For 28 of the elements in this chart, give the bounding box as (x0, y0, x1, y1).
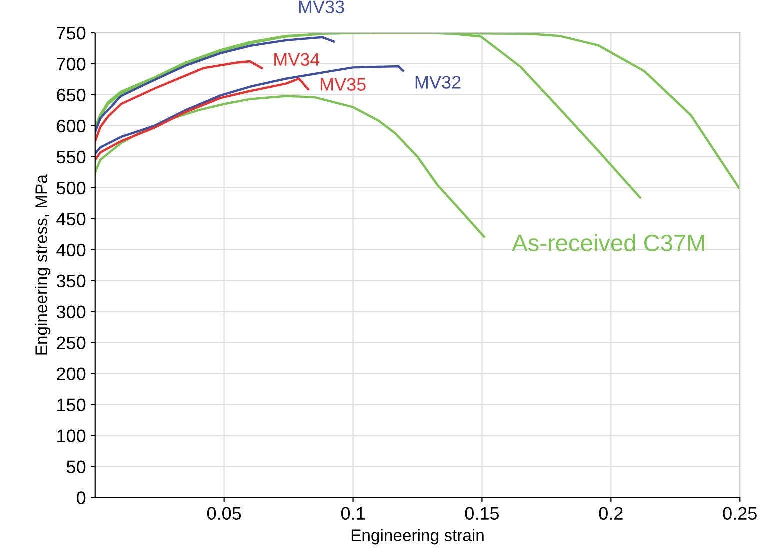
y-tick-label: 400 (56, 244, 86, 257)
y-tick-label: 700 (57, 58, 86, 71)
x-tick-label: 0.05 (207, 507, 242, 520)
y-tick-label: 100 (58, 430, 86, 443)
y-axis-title: Engineering stress, MPa (35, 174, 51, 355)
annotation: As-received C37M (512, 234, 704, 252)
y-tick-label: 0 (77, 492, 86, 504)
y-tick-label: 550 (56, 150, 86, 164)
y-tick-label: 500 (56, 182, 86, 195)
annotation: MV35 (320, 78, 366, 91)
y-tick-label: 350 (56, 274, 86, 288)
y-tick-label: 150 (58, 398, 86, 412)
y-tick-label: 50 (66, 460, 86, 474)
y-tick-label: 650 (57, 88, 86, 102)
y-tick-label: 750 (57, 26, 86, 40)
annotation: MV34 (274, 53, 320, 66)
x-tick-label: 0.25 (723, 507, 757, 520)
annotation: MV32 (416, 76, 461, 89)
y-tick-label: 600 (57, 120, 86, 133)
x-tick-label: 0.15 (465, 507, 500, 520)
annotation: MV33 (299, 0, 344, 14)
y-tick-label: 250 (57, 336, 86, 350)
x-tick-label: 0.1 (341, 507, 365, 520)
y-tick-label: 300 (56, 306, 86, 319)
y-tick-label: 450 (56, 212, 86, 226)
x-tick-label: 0.2 (599, 507, 623, 520)
x-axis-title: Engineering strain (352, 529, 484, 545)
y-tick-label: 200 (57, 368, 86, 381)
